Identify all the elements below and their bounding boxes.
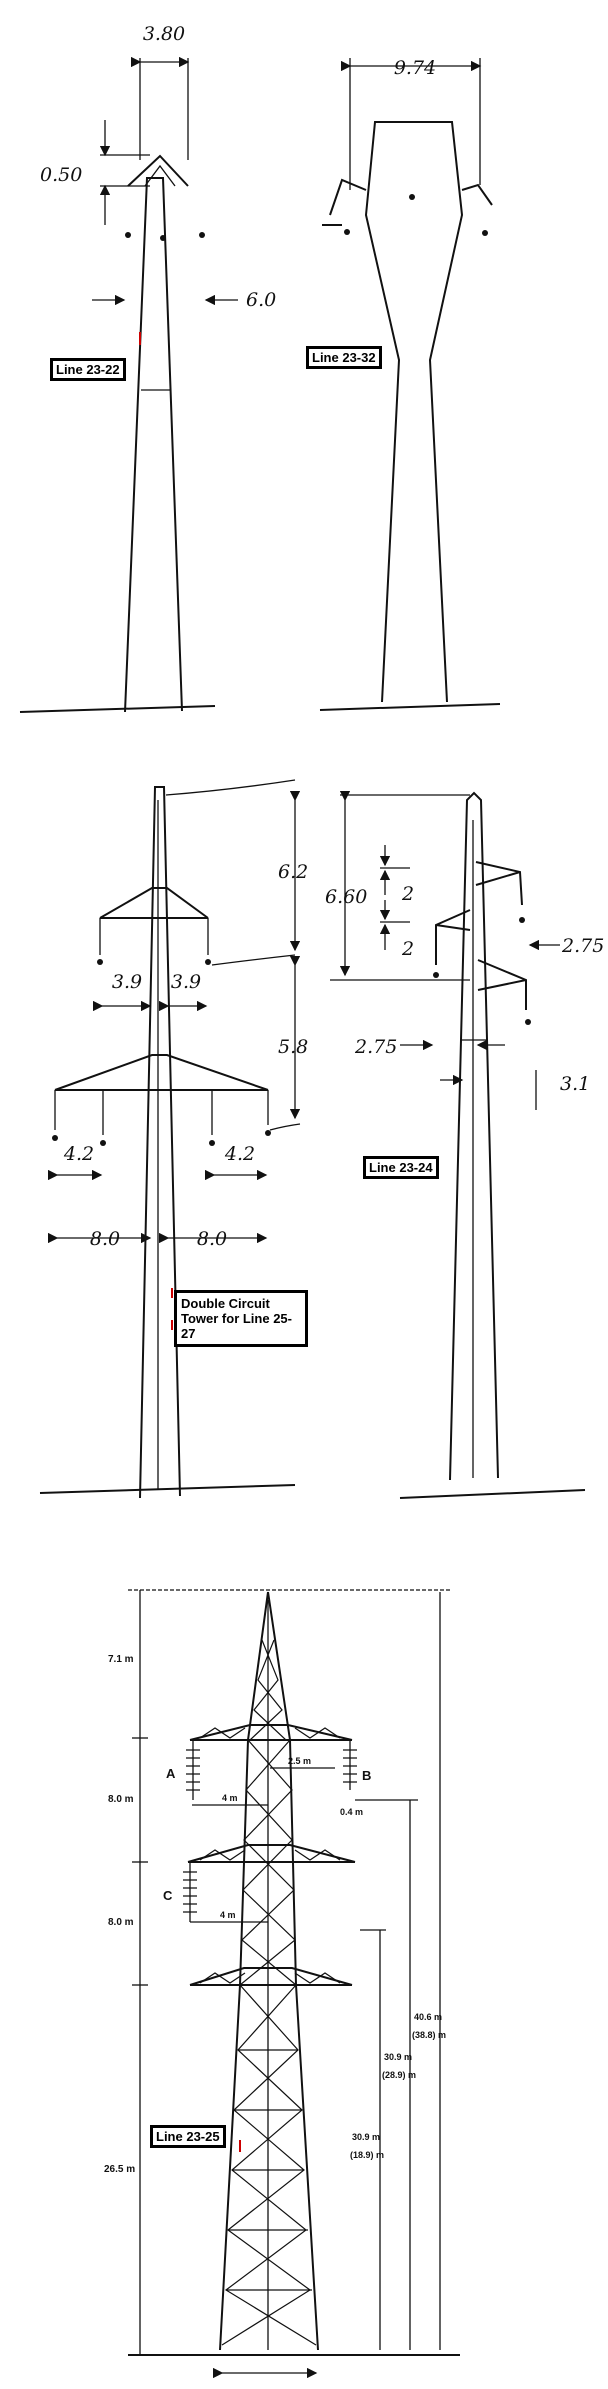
tower-1-dim-top-width: 3.80 <box>143 23 185 45</box>
tower-5-seg-2: 8.0 m <box>108 1794 134 1805</box>
tower-5-seg-bottom: 26.5 m <box>104 2164 135 2175</box>
tower-3-dim-lower-right: 8.0 <box>197 1228 227 1250</box>
tower-1-drawing: 3.80 0.50 6.0 <box>19 23 276 713</box>
tower-5-h-b-alt: (28.9) m <box>382 2070 416 2080</box>
tower-1-label: Line 23-22 <box>50 358 126 381</box>
tower-3-drawing: 6.2 5.8 3.9 3.9 4.2 4.2 8.0 8.0 <box>39 779 308 1499</box>
tower-5-h-c-alt: (18.9) m <box>350 2150 384 2160</box>
tower-4-drawing: 6.60 2 2 2.75 2.75 3.1 <box>325 790 604 1499</box>
tower-4-dim-right-lower: 3.1 <box>560 1073 590 1095</box>
tower-4-label: Line 23-24 <box>363 1156 439 1179</box>
tower-3-dim-upper-right: 3.9 <box>171 971 201 993</box>
tower-4-dim-right-upper: 2.75 <box>561 935 604 957</box>
tower-4-dim-height: 6.60 <box>325 886 367 908</box>
tower-5-insul-b: 0.4 m <box>340 1807 363 1817</box>
tower-3-label: Double Circuit Tower for Line 25-27 <box>174 1290 308 1347</box>
insulator-c-icon <box>183 1862 197 1922</box>
tower-2-dim-top-width: 9.74 <box>394 57 436 79</box>
tower-3-dim-lower-gap: 5.8 <box>278 1036 308 1058</box>
tower-3-dim-lower-left: 8.0 <box>90 1228 120 1250</box>
tower-5-seg-top: 7.1 m <box>108 1654 134 1665</box>
tower-1-dim-cap-height: 0.50 <box>40 164 82 186</box>
tower-5-h-total: 40.6 m <box>414 2012 442 2022</box>
tower-5-seg-3: 8.0 m <box>108 1917 134 1928</box>
tower-1-dim-side: 6.0 <box>246 289 276 311</box>
tower-5-h-total-alt: (38.8) m <box>412 2030 446 2040</box>
insulator-a-icon <box>186 1740 200 1800</box>
tower-5-arm-top: 2.5 m <box>288 1756 311 1766</box>
tower-5-phase-c: C <box>163 1888 173 1903</box>
insulator-b-icon <box>343 1740 357 1790</box>
tower-3-dim-lower-inner-left: 4.2 <box>63 1143 94 1165</box>
tower-3-dim-upper-left: 3.9 <box>112 971 142 993</box>
tower-5-h-b: 30.9 m <box>384 2052 412 2062</box>
tower-5-phase-b: B <box>362 1768 371 1783</box>
tower-4-dim-left-lower: 2.75 <box>354 1036 397 1058</box>
tower-5-arm-low: 4 m <box>220 1910 236 1920</box>
tower-2-label: Line 23-32 <box>306 346 382 369</box>
tower-4-dim-step-1: 2 <box>401 883 414 905</box>
tower-3-dim-lower-inner-right: 4.2 <box>224 1143 255 1165</box>
tower-5-phase-a: A <box>166 1766 176 1781</box>
tower-4-dim-step-2: 2 <box>401 938 414 960</box>
tower-5-label: Line 23-25 <box>150 2125 226 2148</box>
tower-5-h-c: 30.9 m <box>352 2132 380 2142</box>
tower-3-dim-upper-gap: 6.2 <box>278 861 308 883</box>
tower-5-drawing: 7.1 m 8.0 m 8.0 m 26.5 m <box>104 1589 460 2379</box>
tower-2-drawing: 9.74 <box>319 57 501 711</box>
tower-5-arm-mid: 4 m <box>222 1793 238 1803</box>
